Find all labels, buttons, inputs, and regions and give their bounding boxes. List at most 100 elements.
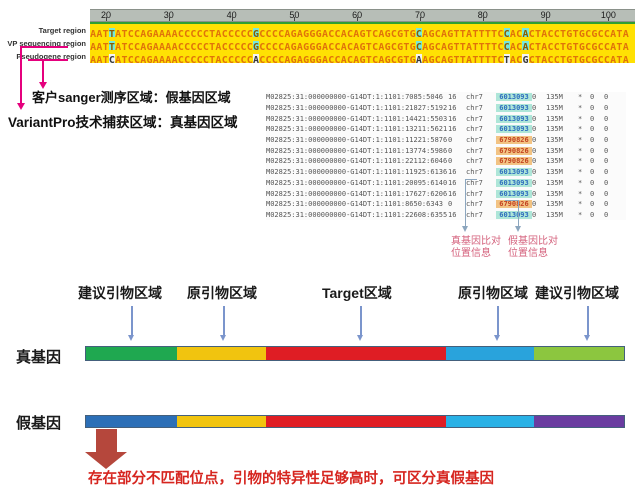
base: T [121,41,128,50]
sam-mapq-cell: 0 [532,210,537,219]
position-ruler: 20 30 40 50 60 70 80 90 100 [90,9,635,22]
sam-mapq-cell: 0 [532,200,537,209]
region-arrow-line [497,306,499,335]
base: G [591,54,598,63]
sam-cigar-cell: 135M [546,93,563,102]
mismatch-base: C [503,41,510,50]
base: C [584,54,592,63]
pseudo-segment-suggested-primer-left [86,416,177,427]
sam-tlen-cell: 0 [604,104,609,113]
base: C [603,41,611,50]
base: G [397,54,404,63]
sam-flag-cell: 16 [448,189,457,198]
base: A [465,28,473,37]
base: T [484,41,491,50]
base: T [534,28,542,37]
base: A [378,41,385,50]
base: T [478,54,485,63]
base: A [165,28,172,37]
pseudo-gene-bar [85,415,625,428]
base: A [96,41,103,50]
region-label-2: Target区域 [322,285,392,301]
base: C [603,54,611,63]
base: C [127,28,134,37]
base: G [290,54,297,63]
base: C [597,41,604,50]
sam-cigar-cell: 135M [546,146,563,155]
ruler-tick-mark [545,17,547,21]
base: T [209,41,216,50]
sam-pnext-cell: 0 [590,168,595,177]
sam-qname-cell: M02825:31:000000000-G14DT:1:1101:8650:63… [266,200,444,209]
base: C [183,54,191,63]
sam-qname-cell: M02825:31:000000000-G14DT:1:1101:14421:5… [266,114,448,123]
sam-rname-cell: chr7 [466,93,483,102]
sam-qname-cell: M02825:31:000000000-G14DT:1:1101:22608:6… [266,210,448,219]
mismatch-base: G [522,54,529,63]
base: A [158,54,166,63]
base: C [177,28,184,37]
base: A [215,41,222,50]
sam-flag-cell: 16 [448,93,457,102]
base: T [478,28,485,37]
base: G [397,41,404,50]
base: G [303,28,310,37]
base: C [177,41,184,50]
base: C [334,41,341,50]
base: A [115,54,122,63]
mismatch-base: G [252,41,260,50]
sam-flag-cell: 16 [448,168,457,177]
base: T [459,28,466,37]
sam-pnext-cell: 0 [590,136,595,145]
sam-read-row: M02825:31:000000000-G14DT:1:1101:11925:6… [266,167,626,178]
pseudo-segment-original-primer-right [445,416,535,427]
region-arrow-line [223,306,225,335]
base: G [447,41,454,50]
region-arrow-icon [220,335,227,341]
sam-cigar-cell: 135M [546,189,563,198]
base: G [591,28,598,37]
base: T [209,54,216,63]
sam-qname-cell: M02825:31:000000000-G14DT:1:1101:22112:6… [266,157,448,166]
region-arrow-line [131,306,133,335]
base: A [171,54,178,63]
base: C [221,41,228,50]
base: T [616,28,623,37]
sam-read-row: M02825:31:000000000-G14DT:1:1101:17627:6… [266,188,626,199]
sam-flag-cell: 16 [448,114,457,123]
base: C [127,41,134,50]
true-segment-original-primer-left [176,347,267,360]
sam-rnext-cell: * [578,157,583,166]
base: C [328,28,335,37]
base: A [115,41,122,50]
base: C [234,54,241,63]
sam-qname-cell: M02825:31:000000000-G14DT:1:1101:21827:5… [266,104,448,113]
base: G [428,41,435,50]
base: G [384,54,391,63]
base: C [528,28,535,37]
base: C [265,54,272,63]
base: C [434,28,441,37]
true-gene-bar [85,346,625,361]
sam-cigar-cell: 135M [546,178,563,187]
sam-mapq-cell: 0 [532,136,537,145]
base: C [227,54,235,63]
connector-pseudo-drop [42,59,44,82]
base: C [547,54,554,63]
base: C [196,41,203,50]
base: A [152,54,159,63]
mismatch-base: A [522,41,529,50]
mismatch-base: C [415,41,423,50]
base: A [622,28,629,37]
base: A [152,41,159,50]
ruler-tick-mark [608,17,610,21]
sam-pos-cell: 6790826 [496,200,532,209]
sam-tlen-cell: 0 [604,200,609,209]
base: T [209,28,216,37]
base: C [390,54,398,63]
base: C [271,54,278,63]
base: G [315,28,322,37]
mismatch-base: A [415,54,423,63]
sam-rname-cell: chr7 [466,210,483,219]
base: A [340,28,347,37]
